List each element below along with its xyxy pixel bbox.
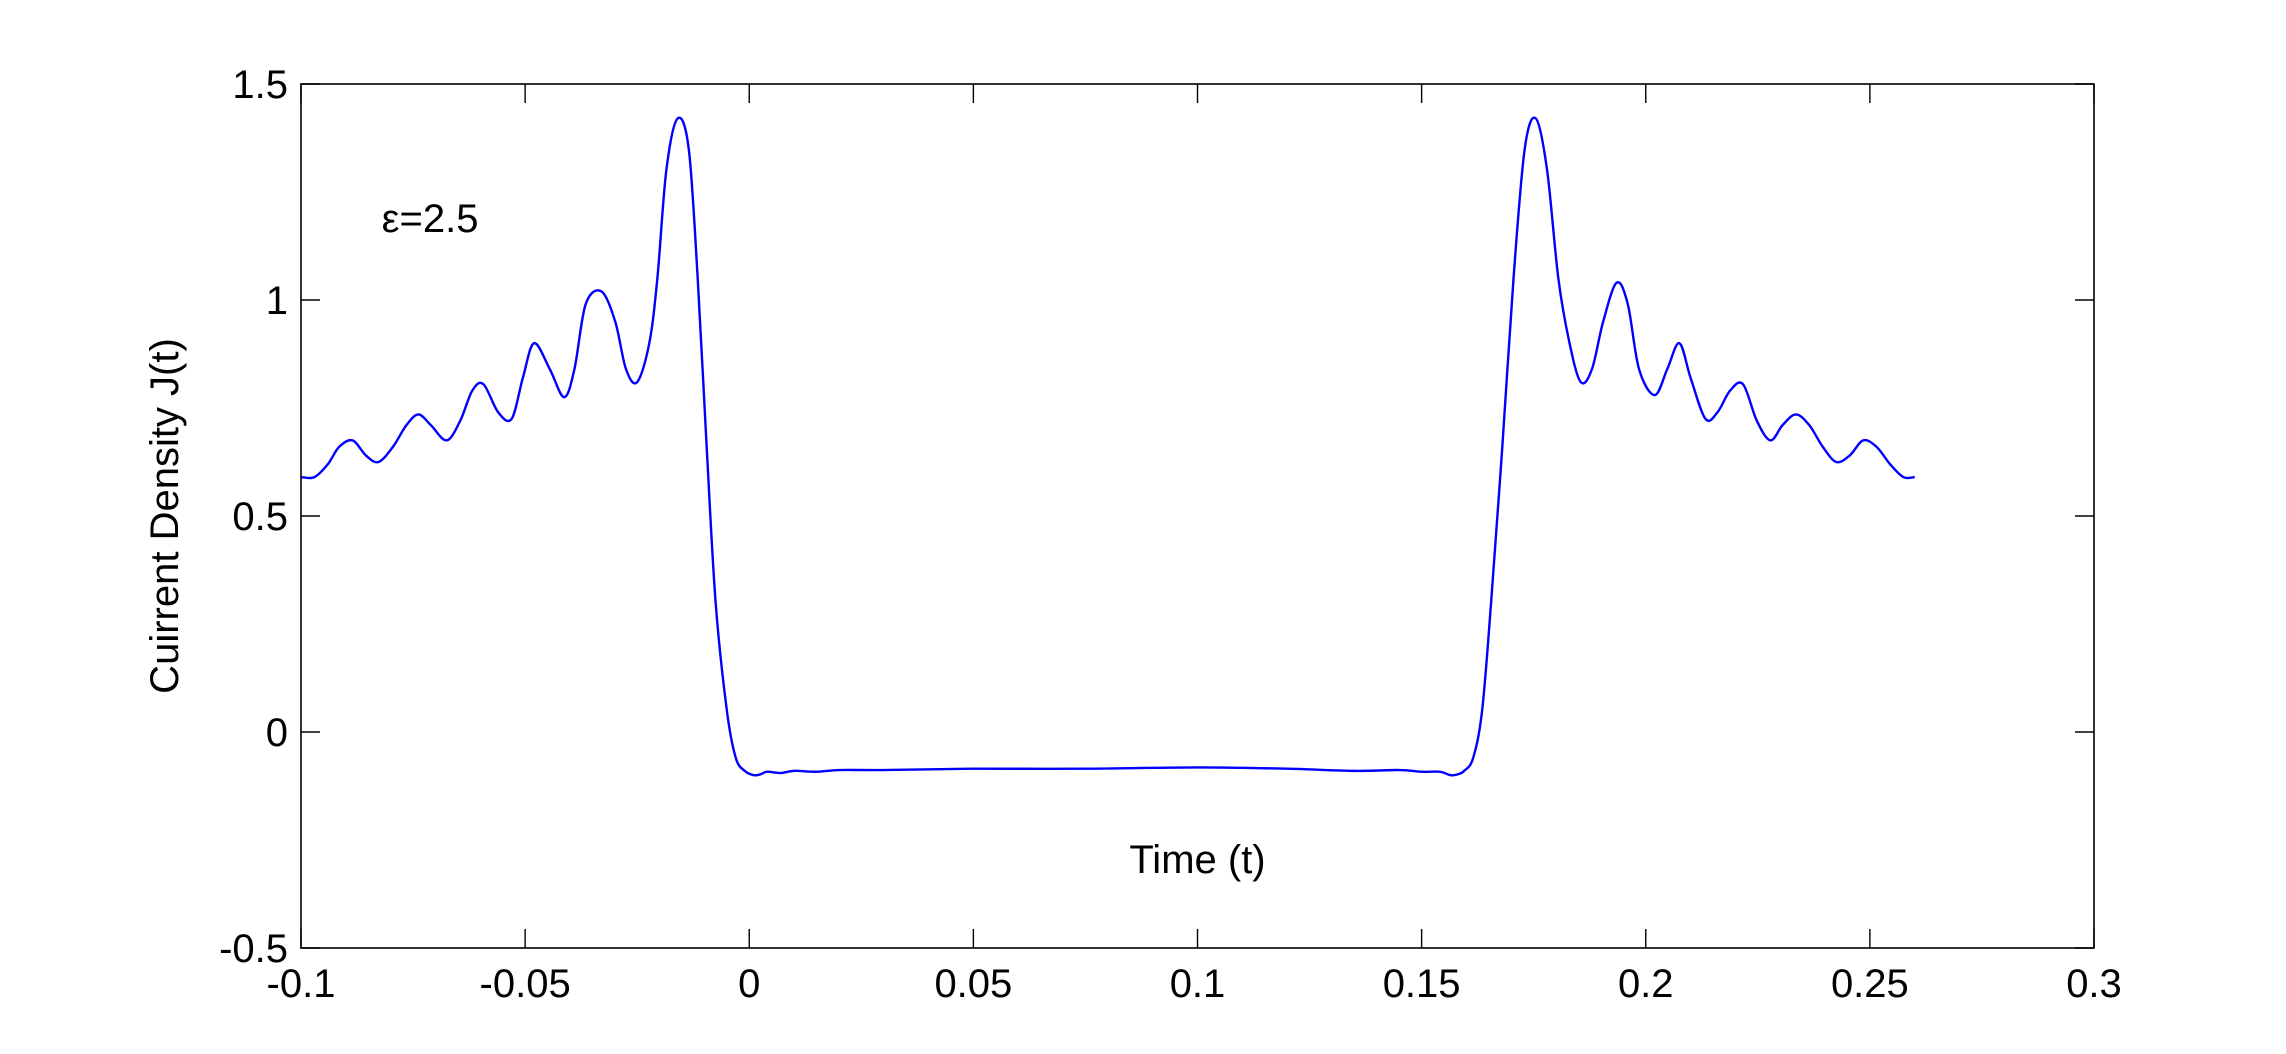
x-tick-label: 0 xyxy=(738,962,760,1006)
y-tick-label: 0 xyxy=(266,711,288,755)
series-line-current-density xyxy=(300,116,1915,777)
x-tick-label: 0.25 xyxy=(1831,962,1909,1006)
x-tick-label: -0.05 xyxy=(480,962,571,1006)
y-axis-label: Cuirrent Density J(t) xyxy=(143,338,187,694)
plot-background xyxy=(301,84,2094,948)
y-tick-label: 1 xyxy=(266,279,288,323)
tick-layer: -0.1 -0.05 0 0.05 0.1 0.15 0.2 0.25 0.3 -0.5 0 0.5 1… xyxy=(219,63,2122,1006)
series-layer xyxy=(300,116,1915,777)
x-tick-label: -0.1 xyxy=(267,962,336,1006)
x-tick-label: 0.1 xyxy=(1170,962,1226,1006)
x-tick-label: 0.2 xyxy=(1618,962,1674,1006)
x-axis-label: Time (t) xyxy=(1129,838,1265,882)
y-tick-label: 0.5 xyxy=(232,495,288,539)
y-tick-label: -0.5 xyxy=(219,927,288,971)
x-tick-label: 0.3 xyxy=(2066,962,2122,1006)
x-tick-label: 0.05 xyxy=(934,962,1012,1006)
epsilon-annotation: ε=2.5 xyxy=(382,197,479,241)
x-tick-label: 0.15 xyxy=(1383,962,1461,1006)
y-tick-label: 1.5 xyxy=(232,63,288,107)
